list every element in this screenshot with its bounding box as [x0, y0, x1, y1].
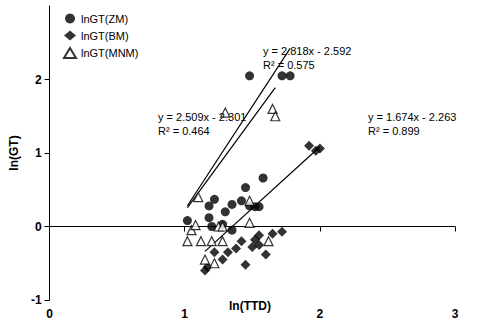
svg-text:1: 1 [181, 307, 188, 320]
svg-text:y = 2.509x - 2.301: y = 2.509x - 2.301 [158, 111, 246, 123]
svg-text:1: 1 [35, 146, 42, 160]
svg-text:2: 2 [35, 73, 42, 87]
svg-text:lnGT(ZM): lnGT(ZM) [81, 13, 128, 25]
svg-text:lnGT(MNM): lnGT(MNM) [81, 47, 138, 59]
svg-text:lnGT(BM): lnGT(BM) [81, 30, 129, 42]
svg-text:ln(GT): ln(GT) [7, 135, 21, 170]
svg-text:y = 2.818x - 2.592: y = 2.818x - 2.592 [263, 45, 351, 57]
svg-text:R² = 0.899: R² = 0.899 [368, 125, 420, 137]
svg-text:R² = 0.575: R² = 0.575 [263, 59, 315, 71]
svg-text:0: 0 [35, 220, 42, 234]
svg-text:3: 3 [452, 307, 459, 320]
svg-text:R² = 0.464: R² = 0.464 [158, 125, 210, 137]
svg-text:ln(TTD): ln(TTD) [229, 299, 271, 313]
svg-text:0: 0 [46, 307, 53, 320]
svg-text:-1: -1 [31, 293, 42, 307]
svg-text:2: 2 [317, 307, 324, 320]
svg-text:y = 1.674x - 2.263: y = 1.674x - 2.263 [368, 111, 456, 123]
